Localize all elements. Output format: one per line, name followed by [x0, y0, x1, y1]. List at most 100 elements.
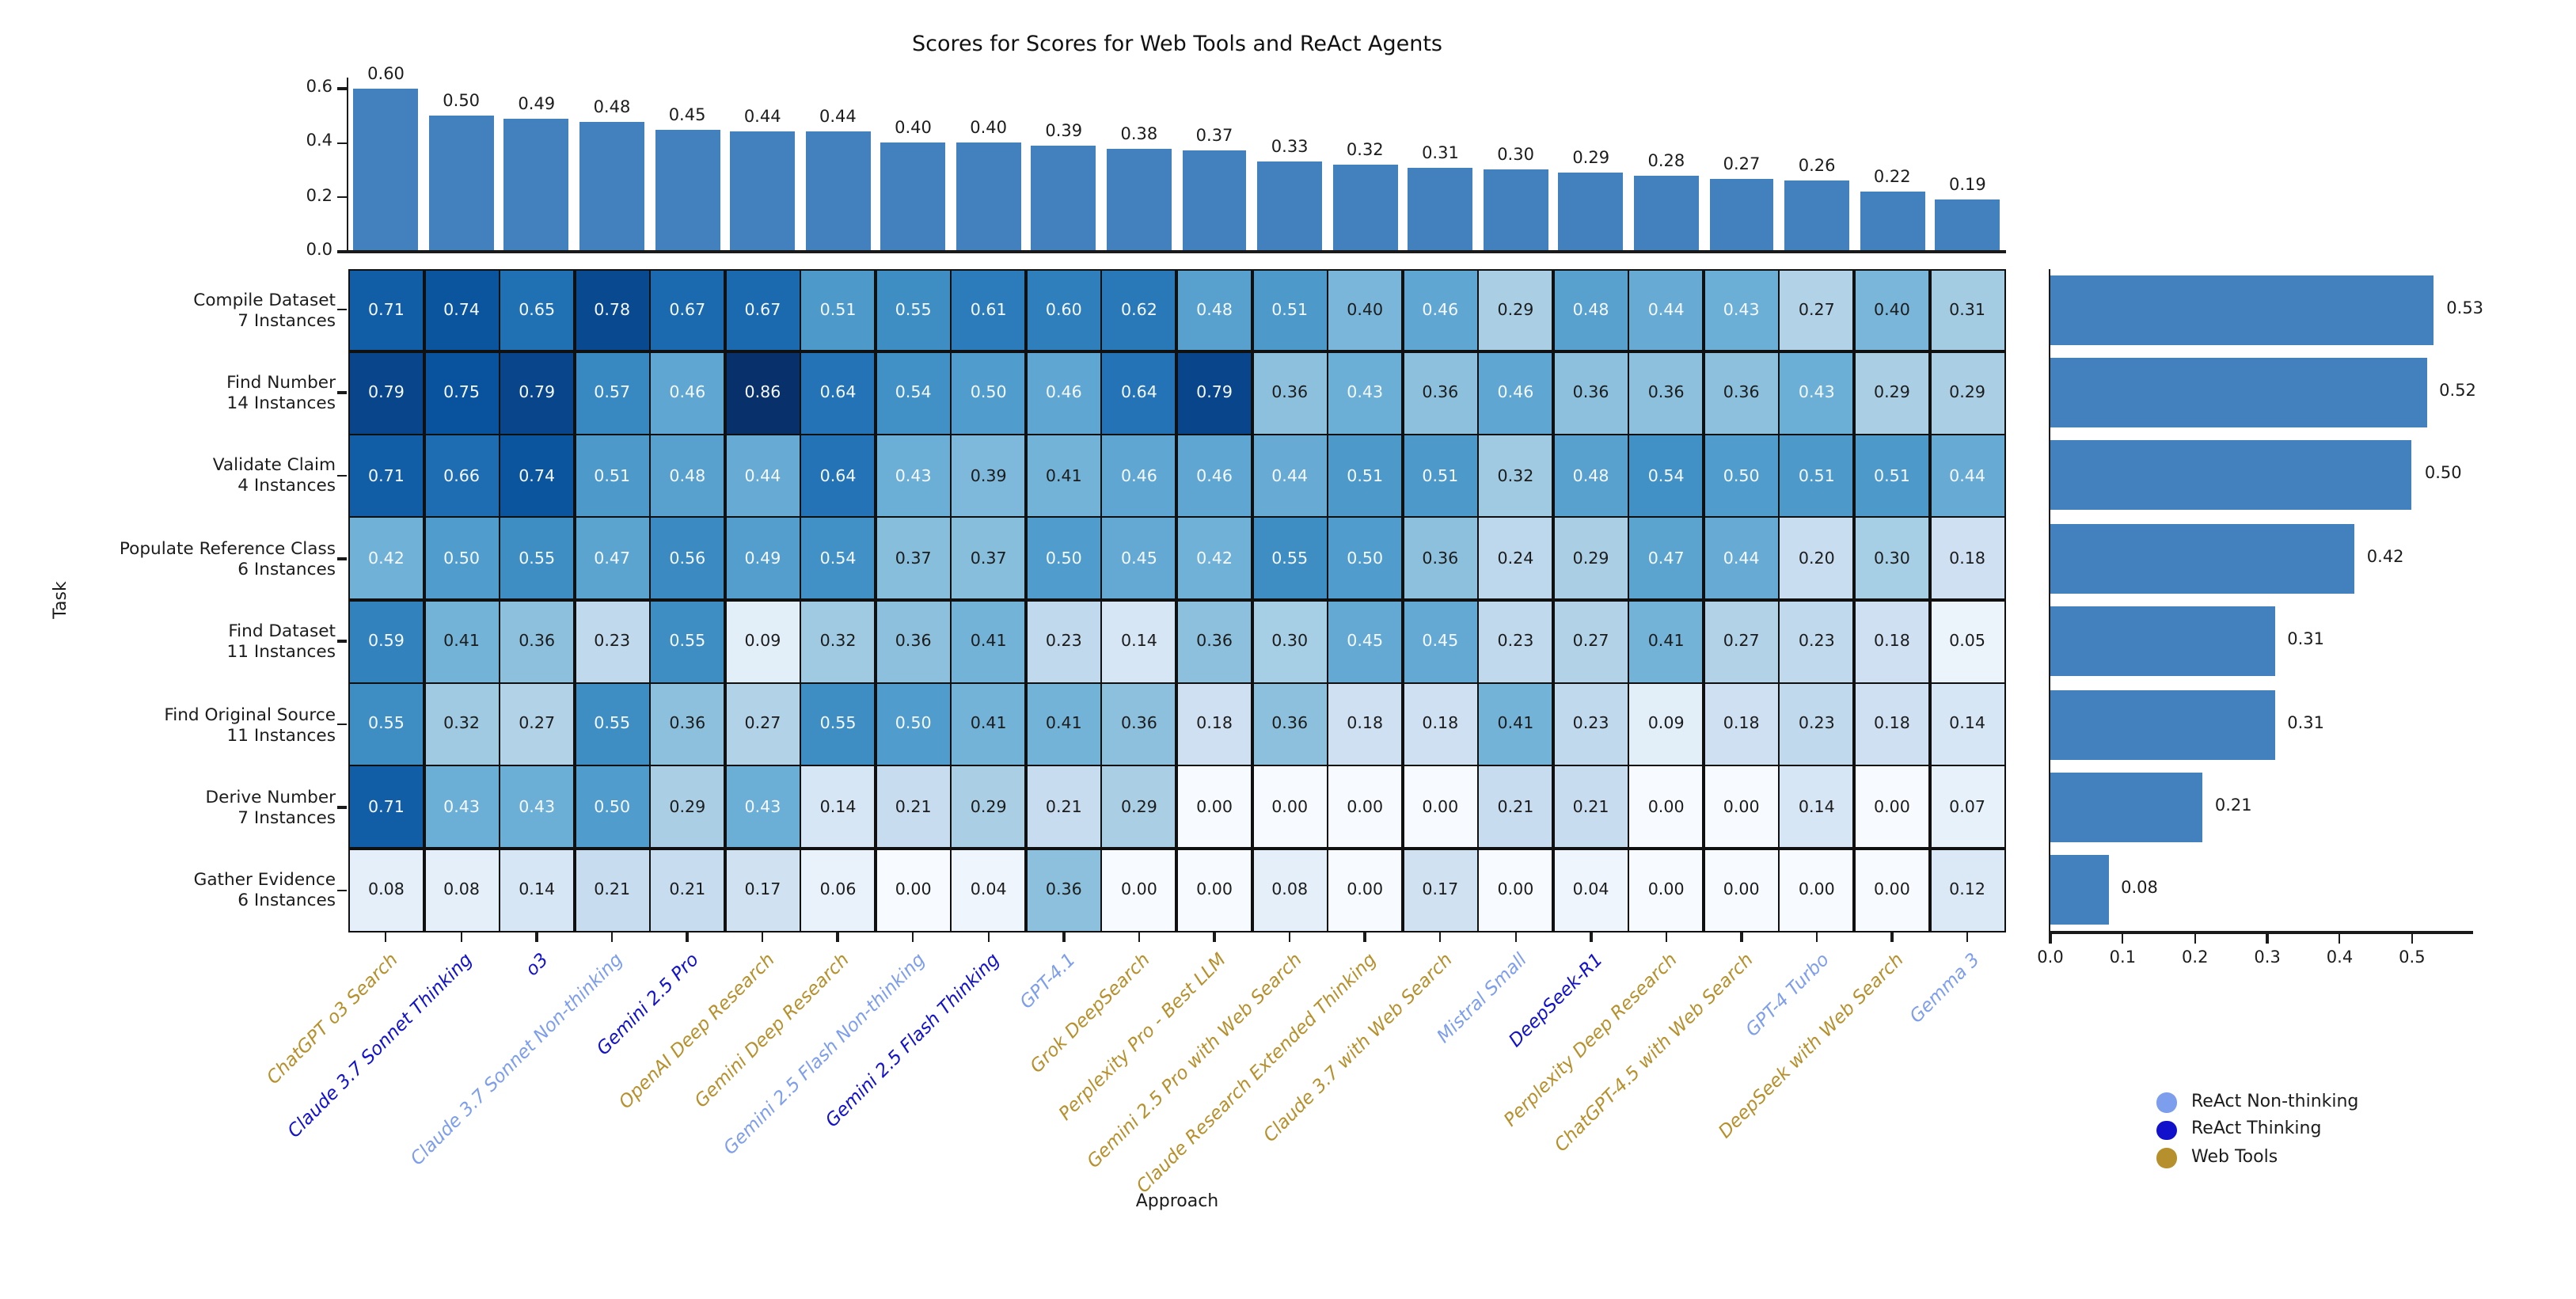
heatmap-cell: 0.23 [1027, 601, 1100, 682]
top-chart-tick-label: 0.6 [306, 77, 332, 97]
legend-dot-web [2156, 1148, 2176, 1168]
heatmap-cell: 0.60 [1027, 270, 1100, 351]
column-label: GPT-4 Turbo [1740, 948, 1833, 1040]
top-bar [880, 142, 946, 252]
heatmap-cell: 0.30 [1855, 518, 1928, 599]
task-instances: 4 Instances [237, 475, 336, 496]
top-bar-value-label: 0.38 [1120, 124, 1158, 144]
legend-dot-thinking [2156, 1120, 2176, 1140]
heatmap-cell: 0.00 [1629, 849, 1703, 930]
heatmap-row-label: Find Number 14 Instances [0, 372, 336, 413]
right-bar-value-label: 0.53 [2446, 298, 2484, 318]
heatmap-cell: 0.54 [1629, 435, 1703, 516]
column-label: ChatGPT o3 Search [261, 948, 402, 1088]
heatmap-cell: 0.48 [1554, 435, 1628, 516]
heatmap-cell: 0.50 [952, 352, 1025, 434]
top-bar [1709, 178, 1774, 252]
heatmap-cell: 0.43 [876, 435, 950, 516]
heatmap-cell: 0.79 [1178, 352, 1251, 434]
heatmap-cell: 0.45 [1328, 601, 1402, 682]
heatmap-row-label: Derive Number 7 Instances [0, 787, 336, 828]
heatmap-cell: 0.67 [726, 270, 800, 351]
heatmap-cell: 0.36 [1253, 684, 1327, 765]
heatmap-cell: 0.47 [576, 518, 649, 599]
top-bar [1935, 199, 2000, 252]
right-bar-value-label: 0.50 [2424, 464, 2462, 484]
top-chart-tick-label: 0.2 [306, 186, 332, 206]
heatmap-cell: 0.37 [876, 518, 950, 599]
heatmap-cell: 0.23 [1479, 601, 1552, 682]
heatmap-cell: 0.00 [1855, 766, 1928, 848]
heatmap-cell: 0.31 [1931, 270, 2004, 351]
heatmap-cell: 0.05 [1931, 601, 2004, 682]
heatmap-cell: 0.00 [1328, 766, 1402, 848]
heatmap-column-tick [1890, 932, 1894, 941]
heatmap-cell: 0.49 [726, 518, 800, 599]
heatmap-cell: 0.43 [726, 766, 800, 848]
top-bar [503, 118, 569, 252]
heatmap-cell: 0.14 [1102, 601, 1176, 682]
right-bar-value-label: 0.31 [2287, 713, 2325, 733]
heatmap-cell: 0.36 [500, 601, 574, 682]
right-chart-tick-label: 0.2 [2182, 948, 2209, 967]
top-bar [579, 121, 644, 252]
heatmap-cell: 0.45 [1404, 601, 1477, 682]
heatmap-column-tick [1815, 932, 1818, 941]
figure: Scores for Scores for Web Tools and ReAc… [0, 32, 2484, 1211]
heatmap-row-label: Compile Dataset 7 Instances [0, 289, 336, 330]
heatmap-cell: 0.00 [1704, 849, 1778, 930]
top-bar-value-label: 0.33 [1271, 138, 1309, 158]
heatmap-cell: 0.21 [576, 849, 649, 930]
heatmap-row-tick [337, 806, 347, 809]
heatmap-cell: 0.56 [651, 518, 724, 599]
heatmap-cell: 0.40 [1328, 270, 1402, 351]
top-bar-value-label: 0.44 [743, 108, 781, 127]
top-bar [805, 131, 871, 252]
heatmap-column-tick [686, 932, 689, 941]
task-name: Compile Dataset [193, 289, 336, 310]
column-label: Mistral Small [1432, 948, 1532, 1046]
heatmap-cell: 0.18 [1178, 684, 1251, 765]
heatmap-cell: 0.00 [1780, 849, 1853, 930]
task-name: Validate Claim [212, 454, 336, 476]
heatmap-cell: 0.55 [1253, 518, 1327, 599]
right-chart-tick [2194, 933, 2197, 943]
heatmap-cell: 0.64 [1102, 352, 1176, 434]
heatmap-cell: 0.00 [1178, 766, 1251, 848]
right-chart-tick-label: 0.3 [2254, 948, 2281, 967]
column-label: DeepSeek with Web Search [1714, 948, 1909, 1142]
heatmap-cell: 0.51 [1328, 435, 1402, 516]
heatmap-cell: 0.14 [1931, 684, 2004, 765]
column-label: GPT-4.1 [1015, 948, 1080, 1012]
top-bar-value-label: 0.31 [1422, 143, 1459, 163]
right-bar [2050, 855, 2109, 925]
heatmap-cell: 0.64 [801, 352, 875, 434]
heatmap-cell: 0.46 [1479, 352, 1552, 434]
task-instances: 11 Instances [226, 724, 336, 746]
y-axis-label: Task [50, 581, 70, 619]
top-chart-tick [337, 87, 347, 90]
heatmap-cell: 0.36 [1027, 849, 1100, 930]
top-chart-tick [337, 196, 347, 199]
right-bar [2050, 523, 2354, 594]
heatmap-cell: 0.51 [1780, 435, 1853, 516]
top-bar-value-label: 0.40 [970, 119, 1007, 139]
heatmap-cell: 0.50 [425, 518, 498, 599]
top-bar-value-label: 0.60 [367, 64, 405, 84]
heatmap-cell: 0.17 [726, 849, 800, 930]
right-bar [2050, 606, 2275, 677]
top-bar-value-label: 0.39 [1045, 121, 1083, 141]
heatmap-cell: 0.44 [1931, 435, 2004, 516]
heatmap-cell: 0.08 [1253, 849, 1327, 930]
heatmap-cell: 0.14 [500, 849, 574, 930]
heatmap-cell: 0.00 [1704, 766, 1778, 848]
heatmap-cell: 0.41 [1479, 684, 1552, 765]
heatmap-cell: 0.27 [726, 684, 800, 765]
heatmap-row-label: Gather Evidence 6 Instances [0, 870, 336, 911]
heatmap-cell: 0.41 [425, 601, 498, 682]
top-chart-bottom-spine [347, 250, 2005, 253]
heatmap-cell: 0.23 [576, 601, 649, 682]
heatmap-column-tick [535, 932, 538, 941]
heatmap-row-tick [337, 391, 347, 394]
heatmap-row-tick [337, 474, 347, 477]
